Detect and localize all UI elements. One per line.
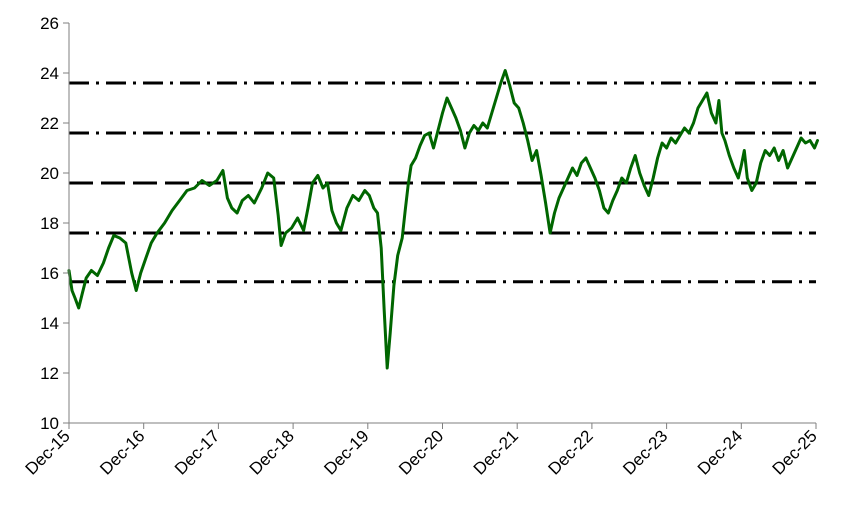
y-tick-label: 12 bbox=[40, 364, 59, 383]
series-line bbox=[67, 69, 819, 370]
x-axis: Dec-15 Dec-16 Dec-17 Dec-18 Dec-19 Dec-20 Dec-… bbox=[22, 423, 821, 479]
x-tick-label: Dec-24 bbox=[694, 426, 746, 478]
series bbox=[67, 69, 819, 370]
x-tick-label: Dec-17 bbox=[171, 426, 223, 478]
y-axis: 10 12 14 16 18 20 22 24 26 bbox=[40, 14, 69, 433]
y-tick-label: 18 bbox=[40, 214, 59, 233]
y-tick-label: 14 bbox=[40, 314, 59, 333]
y-tick-label: 24 bbox=[40, 64, 59, 83]
x-tick-label: Dec-18 bbox=[246, 426, 298, 478]
y-tick-label: 20 bbox=[40, 164, 59, 183]
y-tick-label: 26 bbox=[40, 14, 59, 33]
x-tick-label: Dec-22 bbox=[545, 426, 597, 478]
x-tick-label: Dec-19 bbox=[320, 426, 372, 478]
y-tick-label: 10 bbox=[40, 414, 59, 433]
y-tick-label: 16 bbox=[40, 264, 59, 283]
x-tick-label: Dec-25 bbox=[769, 426, 821, 478]
x-tick-label: Dec-20 bbox=[395, 426, 447, 478]
x-tick-label: Dec-23 bbox=[619, 426, 671, 478]
reference-lines bbox=[69, 81, 816, 284]
x-tick-label: Dec-15 bbox=[22, 426, 74, 478]
x-tick-label: Dec-16 bbox=[96, 426, 148, 478]
x-tick-label: Dec-21 bbox=[470, 426, 522, 478]
y-tick-label: 22 bbox=[40, 114, 59, 133]
